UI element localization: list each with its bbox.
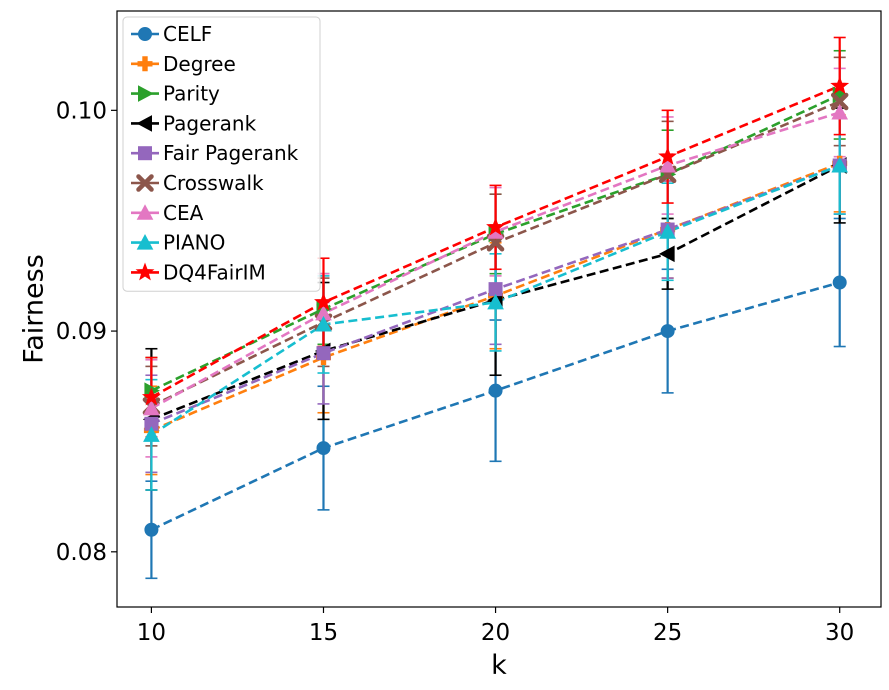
legend-label: PIANO [163,231,225,255]
legend-marker-cea [136,204,154,220]
legend-item-crosswalk: Crosswalk [131,171,264,195]
legend-marker-piano [136,234,154,250]
y-axis-label: Fairness [19,254,50,364]
legend-item-piano: PIANO [131,231,225,255]
data-point-pagerank [659,245,675,263]
x-tick-label: 25 [653,620,682,646]
legend-item-degree: Degree [131,52,236,76]
data-point-cea [143,399,160,416]
x-axis-label: k [491,650,507,681]
data-point-crosswalk [830,92,849,111]
y-axis: 0.08 0.09 0.10 [56,98,117,566]
x-axis: 10 15 20 25 30 [137,607,854,646]
series-markers [141,76,850,537]
data-point-celf [144,522,159,537]
data-point-celf [832,275,847,290]
legend-frame [122,16,321,292]
data-point-celf [316,441,331,456]
legend-item-celf: CELF [131,22,212,46]
x-tick-label: 20 [481,620,510,646]
legend-item-fair-pagerank: Fair Pagerank [131,141,299,165]
data-point-piano [315,315,332,332]
data-point-piano [831,156,849,173]
data-point-dq4fairim [314,292,333,311]
legend-marker-parity [138,85,154,102]
plot-area [116,10,882,608]
data-point-dq4fairim [830,76,850,95]
x-tick-label: 10 [137,620,166,646]
data-point-celf [488,383,503,398]
y-tick-label: 0.09 [56,319,107,345]
plot-frame [116,10,882,608]
legend: CELF Degree Parity Pagerank Fair Pagerank Cro… [122,16,321,292]
data-point-cea [831,103,849,120]
legend-item-dq4fairim: DQ4FairIM [131,260,266,284]
legend-marker-degree [137,56,153,72]
data-point-dq4fairim [486,217,505,236]
legend-item-parity: Parity [131,82,220,106]
legend-label: CELF [163,22,212,46]
legend-marker-dq4fairim [135,262,155,281]
data-point-fair-pagerank [316,346,331,361]
legend-label: Crosswalk [163,171,264,195]
legend-marker-pagerank [136,115,152,132]
legend-item-cea: CEA [131,201,204,225]
series-line-piano [150,164,841,436]
legend-label: Pagerank [163,111,257,135]
legend-marker-crosswalk [136,174,154,192]
data-point-cea [659,156,676,173]
data-point-celf [660,324,675,339]
legend-label: Fair Pagerank [163,141,299,165]
legend-label: Parity [163,82,220,106]
y-tick-label: 0.08 [56,540,107,566]
legend-marker-celf [138,27,152,41]
legend-label: CEA [163,201,204,225]
data-point-dq4fairim [658,146,678,165]
data-point-piano [659,223,676,239]
legend-label: Degree [163,52,236,76]
data-point-fair-pagerank [488,282,503,297]
data-point-piano [143,426,160,442]
data-point-piano [487,293,504,310]
legend-item-pagerank: Pagerank [131,111,257,135]
x-tick-label: 15 [309,620,338,646]
data-point-dq4fairim [141,387,161,406]
y-tick-label: 0.10 [56,98,107,124]
legend-label: DQ4FairIM [163,260,266,284]
x-tick-label: 30 [825,620,854,646]
legend-marker-fair-pagerank [138,146,152,161]
